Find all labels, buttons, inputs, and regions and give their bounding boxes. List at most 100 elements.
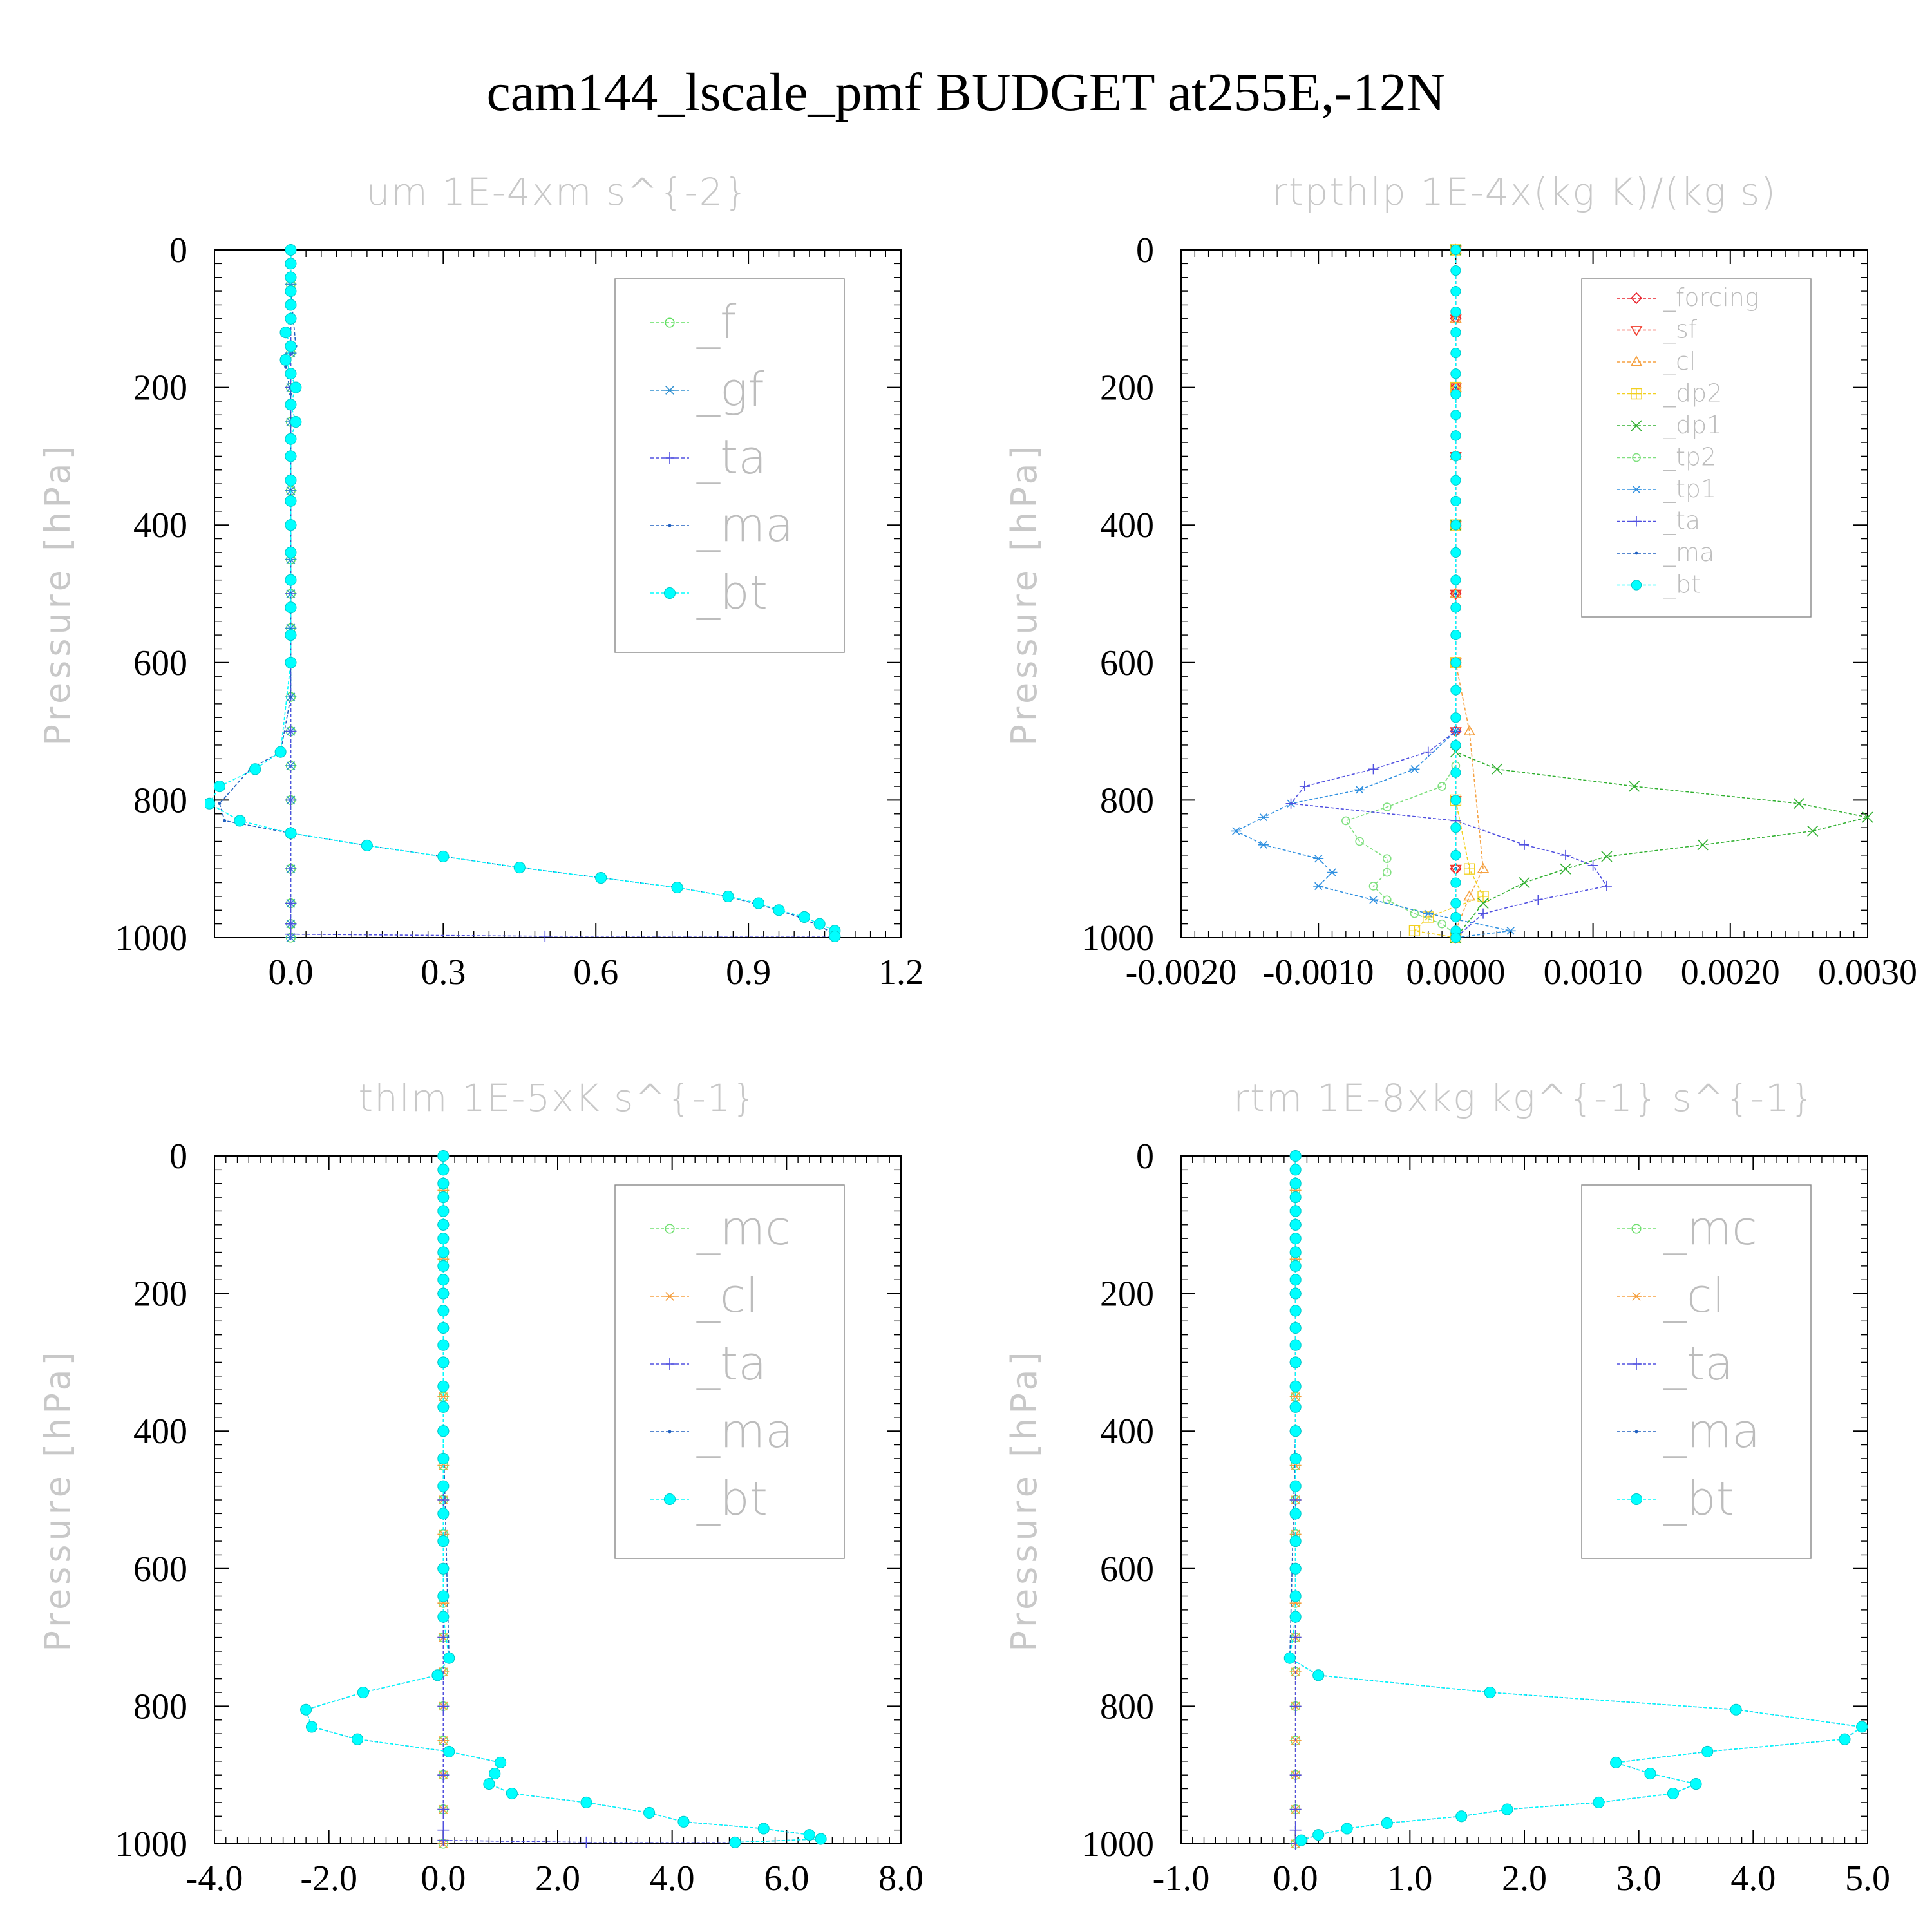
series-bt bbox=[300, 1150, 827, 1848]
data-point-bt bbox=[1450, 932, 1461, 943]
data-point-bt bbox=[1450, 265, 1461, 276]
data-point-bt bbox=[437, 1305, 450, 1317]
legend-box bbox=[1581, 278, 1812, 618]
series-group bbox=[205, 243, 841, 943]
data-point-dp1 bbox=[1793, 798, 1804, 810]
data-point-bt bbox=[595, 872, 607, 884]
series-dp2 bbox=[1408, 244, 1489, 943]
data-point-bt bbox=[285, 433, 297, 445]
data-point-tp2 bbox=[1437, 782, 1446, 791]
data-point-ta bbox=[539, 930, 551, 942]
legend-marker-tp2 bbox=[1632, 453, 1641, 462]
data-point-ta bbox=[1289, 1769, 1302, 1781]
data-point-bt bbox=[489, 1768, 501, 1780]
data-point-dp2 bbox=[1408, 925, 1421, 937]
data-point-bt bbox=[357, 1686, 370, 1699]
data-point-bt bbox=[1610, 1756, 1622, 1769]
legend-marker-bt bbox=[663, 1493, 676, 1506]
legend-marker-ta bbox=[1631, 1358, 1642, 1370]
data-point-ta bbox=[1289, 1631, 1302, 1643]
data-point-bt bbox=[1450, 547, 1461, 558]
data-point-bt bbox=[285, 271, 297, 283]
panel-title: um 1E-4xm s^{-2} bbox=[366, 170, 750, 214]
data-point-bt bbox=[437, 1562, 450, 1575]
data-point-bt bbox=[285, 827, 297, 839]
data-point-dp2 bbox=[1464, 863, 1475, 875]
y-tick-label: 600 bbox=[133, 643, 187, 683]
series-group bbox=[1283, 1150, 1868, 1850]
legend-marker-mc bbox=[665, 1224, 675, 1234]
data-point-bt bbox=[213, 780, 225, 793]
data-point-ta bbox=[1289, 1700, 1302, 1712]
x-tick-label: 5.0 bbox=[1845, 1859, 1890, 1899]
data-point-bt bbox=[249, 763, 261, 775]
data-point-bt bbox=[677, 1815, 690, 1828]
legend-box bbox=[1581, 1184, 1812, 1559]
y-tick-label: 400 bbox=[1100, 1412, 1154, 1452]
data-point-bt bbox=[285, 629, 297, 641]
x-tick-label: 6.0 bbox=[764, 1859, 809, 1899]
data-point-bt bbox=[437, 1233, 450, 1245]
data-point-bt bbox=[1312, 1829, 1325, 1841]
data-point-ta bbox=[437, 1631, 450, 1643]
data-point-bt bbox=[437, 1425, 450, 1437]
data-point-cl bbox=[437, 1392, 450, 1401]
x-tick-label: -2.0 bbox=[300, 1859, 357, 1899]
data-point-bt bbox=[285, 601, 297, 614]
legend-marker-gf bbox=[664, 386, 676, 395]
data-point-bt bbox=[1450, 410, 1461, 421]
data-point-bt bbox=[437, 1218, 450, 1231]
legend-label-mc: _mc bbox=[1663, 1201, 1757, 1255]
data-point-bt bbox=[437, 1150, 450, 1162]
legend-marker-tp1 bbox=[1631, 485, 1642, 494]
y-tick-label: 1000 bbox=[115, 918, 187, 958]
x-tick-label: 2.0 bbox=[1502, 1859, 1547, 1899]
data-point-dp1 bbox=[1560, 863, 1571, 875]
data-point-ta bbox=[1368, 764, 1379, 775]
legend-marker-ta bbox=[664, 452, 676, 464]
data-point-ta bbox=[437, 1834, 450, 1846]
data-point-bt bbox=[285, 312, 297, 325]
data-point-bt bbox=[1450, 795, 1461, 806]
data-point-ta bbox=[437, 1700, 450, 1712]
legend-marker-ma bbox=[1634, 1430, 1638, 1434]
data-point-bt bbox=[1667, 1787, 1680, 1800]
data-point-ta bbox=[1533, 895, 1544, 905]
legend: _forcing _sf_cl _dp2 _dp1 _tp2 _tp1 _ta_ma _bt bbox=[1581, 278, 1812, 618]
data-point-bt bbox=[1450, 685, 1461, 696]
legend-label-ma: _ma bbox=[1663, 1404, 1760, 1458]
legend-label-forcing: _forcing bbox=[1663, 283, 1759, 312]
legend-marker-sf bbox=[1630, 326, 1643, 337]
y-tick-label: 400 bbox=[133, 506, 187, 545]
data-point-bt bbox=[352, 1733, 364, 1745]
data-point-bt bbox=[437, 1380, 450, 1392]
data-point-bt bbox=[285, 474, 297, 486]
x-tick-label: 2.0 bbox=[535, 1859, 580, 1899]
legend-box bbox=[614, 1184, 845, 1559]
data-point-ta bbox=[437, 1769, 450, 1781]
y-tick-label: 800 bbox=[1100, 1687, 1154, 1727]
data-point-ma bbox=[289, 695, 292, 699]
series-bt bbox=[205, 243, 841, 942]
series-line-dp2 bbox=[1413, 250, 1484, 938]
data-point-bt bbox=[1450, 629, 1461, 641]
y-tick-label: 0 bbox=[169, 1137, 187, 1177]
data-point-bt bbox=[1450, 307, 1461, 317]
data-point-bt bbox=[1289, 1164, 1302, 1176]
data-point-ta bbox=[285, 918, 297, 930]
data-point-bt bbox=[305, 1721, 318, 1733]
data-point-bt bbox=[1289, 1590, 1302, 1602]
data-point-bt bbox=[773, 904, 785, 916]
data-point-bt bbox=[285, 368, 297, 380]
data-point-bt bbox=[1450, 767, 1461, 778]
x-tick-label: 0.0 bbox=[1273, 1859, 1318, 1899]
data-point-bt bbox=[1450, 451, 1461, 462]
data-point-dp1 bbox=[1491, 763, 1502, 775]
legend-label-cl: _cl bbox=[696, 1269, 759, 1323]
data-point-bt bbox=[815, 1833, 827, 1845]
x-tick-label: 0.0000 bbox=[1406, 952, 1505, 992]
data-point-ma bbox=[223, 819, 227, 822]
data-point-bt bbox=[274, 746, 287, 758]
legend-label-cl: _cl bbox=[1663, 1269, 1725, 1323]
data-point-bt bbox=[813, 918, 826, 930]
